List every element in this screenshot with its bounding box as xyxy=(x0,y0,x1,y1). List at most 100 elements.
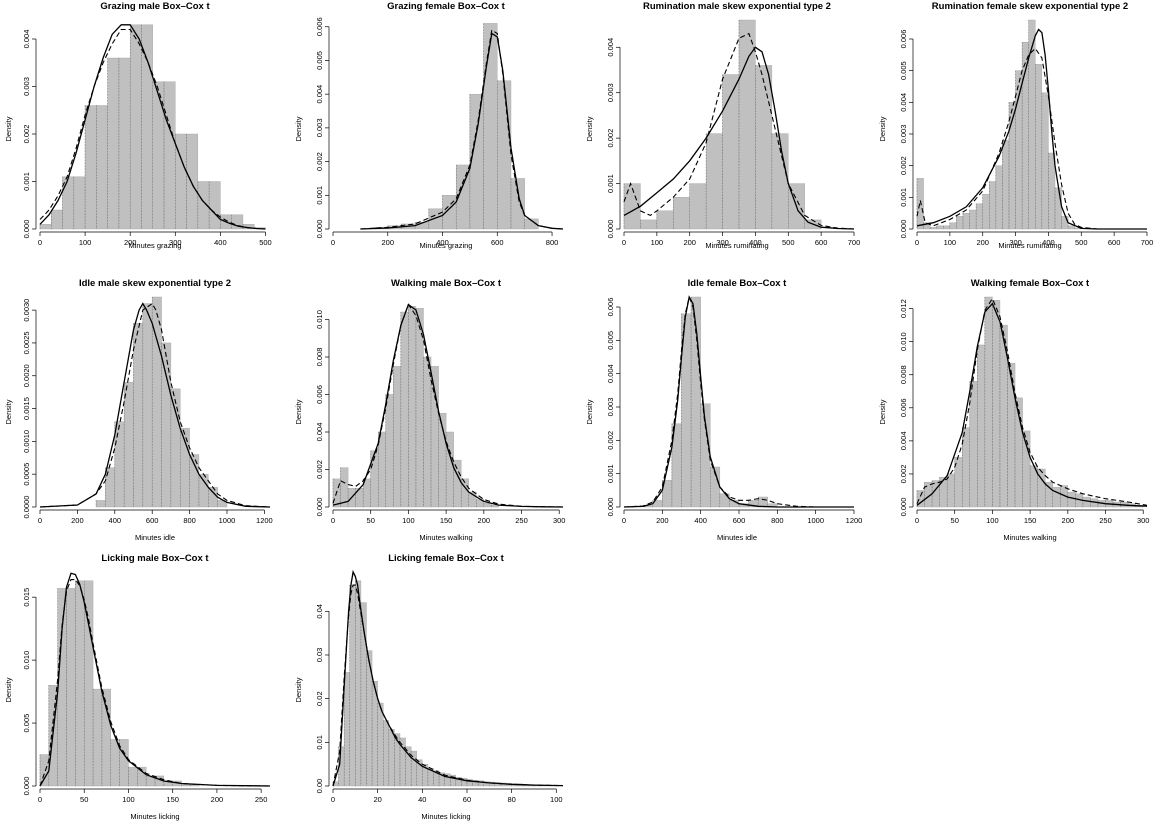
x-tick-label: 150 xyxy=(440,516,453,525)
x-tick-label: 50 xyxy=(951,516,959,525)
histogram-bar xyxy=(62,176,75,230)
x-tick-label: 400 xyxy=(694,516,707,525)
x-tick-label: 500 xyxy=(782,238,795,247)
y-tick-label: 0.006 xyxy=(606,298,615,317)
histogram-bar xyxy=(689,183,707,230)
x-tick-label: 500 xyxy=(259,238,272,247)
y-tick-label: 0.003 xyxy=(315,118,324,137)
histogram-bar xyxy=(423,356,432,508)
panel-title: Idle male skew exponential type 2 xyxy=(79,278,231,289)
panel-rumination-male: Rumination male skew exponential type 2 … xyxy=(585,1,860,250)
y-axis-label: Density xyxy=(294,116,303,141)
kernel-density-curve xyxy=(39,28,266,230)
x-tick-label: 0 xyxy=(622,238,626,247)
y-tick-label: 0.003 xyxy=(22,77,31,96)
y-axis-label: Density xyxy=(4,677,13,702)
histogram-bar xyxy=(943,225,951,230)
y-tick-label: 0.0005 xyxy=(22,463,31,486)
fitted-density-curve xyxy=(39,24,266,230)
y-tick-label: 0.012 xyxy=(899,299,908,318)
fitted-density-curve xyxy=(916,28,1147,230)
histogram-bar xyxy=(349,584,356,787)
panel-title: Grazing male Box–Cox t xyxy=(100,1,210,12)
y-tick-label: 0.000 xyxy=(606,498,615,517)
x-tick-label: 800 xyxy=(183,516,196,525)
panel-grazing-male: Grazing male Box–Cox t Minutes grazing D… xyxy=(4,1,272,250)
y-tick-label: 0.004 xyxy=(315,423,324,442)
x-tick-label: 800 xyxy=(771,516,784,525)
x-tick-label: 0 xyxy=(38,516,42,525)
kernel-density-curve xyxy=(916,47,1147,230)
y-tick-label: 0.003 xyxy=(606,83,615,102)
x-tick-label: 600 xyxy=(815,238,828,247)
panel-title: Walking male Box–Cox t xyxy=(391,278,502,289)
y-axis-label: Density xyxy=(294,677,303,702)
panel-title: Rumination female skew exponential type … xyxy=(932,1,1128,12)
x-tick-label: 0 xyxy=(38,795,42,804)
y-tick-label: 0.000 xyxy=(315,220,324,239)
y-axis-label: Density xyxy=(4,399,13,424)
histogram-bar xyxy=(119,739,129,787)
x-tick-label: 0 xyxy=(331,516,335,525)
histogram-bar xyxy=(198,473,209,508)
y-tick-label: 0.002 xyxy=(606,431,615,450)
histogram-bar xyxy=(51,209,63,230)
y-tick-label: 0.010 xyxy=(899,332,908,351)
y-tick-label: 0.03 xyxy=(315,648,324,663)
histogram-bar xyxy=(101,688,111,787)
panel-title: Walking female Box–Cox t xyxy=(971,278,1090,289)
histogram-bar xyxy=(949,222,957,230)
x-axis-label: Minutes idle xyxy=(717,533,757,542)
y-tick-label: 0.000 xyxy=(899,498,908,517)
y-tick-label: 0.005 xyxy=(606,331,615,350)
panel-title: Idle female Box–Cox t xyxy=(688,278,788,289)
histogram-bar xyxy=(355,580,362,787)
x-tick-label: 0 xyxy=(38,238,42,247)
x-tick-label: 50 xyxy=(367,516,375,525)
histogram-bar xyxy=(936,225,944,230)
kernel-density-curve xyxy=(916,297,1148,506)
x-tick-label: 1200 xyxy=(846,516,863,525)
fitted-density-curve xyxy=(623,295,854,508)
x-tick-label: 300 xyxy=(553,516,566,525)
x-tick-label: 40 xyxy=(418,795,426,804)
x-tick-label: 0 xyxy=(915,516,919,525)
y-tick-label: 0.002 xyxy=(606,129,615,148)
histogram-bar xyxy=(1007,362,1016,508)
histogram-bar xyxy=(1022,430,1031,508)
histogram-bar xyxy=(189,454,200,508)
histogram-bar xyxy=(962,212,970,230)
y-tick-label: 0.0030 xyxy=(22,299,31,322)
histogram-bar xyxy=(208,181,221,230)
x-tick-label: 150 xyxy=(166,795,179,804)
x-tick-label: 200 xyxy=(211,795,224,804)
x-tick-label: 200 xyxy=(478,516,491,525)
x-tick-label: 400 xyxy=(749,238,762,247)
panel-licking-female: Licking female Box–Cox t Minutes licking… xyxy=(294,553,564,821)
x-tick-label: 100 xyxy=(550,795,563,804)
histogram-bar xyxy=(977,344,986,508)
histogram-bar xyxy=(383,720,390,787)
kernel-density-curve xyxy=(360,29,564,230)
histogram-bar xyxy=(39,224,52,230)
x-tick-label: 400 xyxy=(1042,238,1055,247)
y-tick-label: 0.015 xyxy=(22,588,31,607)
histogram-bar xyxy=(995,165,1003,230)
panel-walking-male: Walking male Box–Cox t Minutes walking D… xyxy=(294,278,565,542)
histogram-bar xyxy=(989,181,997,230)
y-tick-label: 0.001 xyxy=(606,174,615,193)
fitted-density-curve xyxy=(916,302,1148,507)
y-tick-label: 0.01 xyxy=(315,735,324,750)
x-tick-label: 1000 xyxy=(807,516,824,525)
panel-walking-female: Walking female Box–Cox t Minutes walking… xyxy=(878,278,1149,542)
x-tick-label: 600 xyxy=(1108,238,1121,247)
histogram-bar xyxy=(1082,496,1091,508)
histogram-bar xyxy=(984,296,993,508)
histogram-bar xyxy=(1041,92,1049,230)
y-tick-label: 0.006 xyxy=(315,385,324,404)
x-axis-label: Minutes grazing xyxy=(420,241,473,250)
y-tick-label: 0.000 xyxy=(899,220,908,239)
panel-idle-female: Idle female Box–Cox t Minutes idle Densi… xyxy=(585,278,862,542)
histogram-bar xyxy=(1061,216,1069,230)
